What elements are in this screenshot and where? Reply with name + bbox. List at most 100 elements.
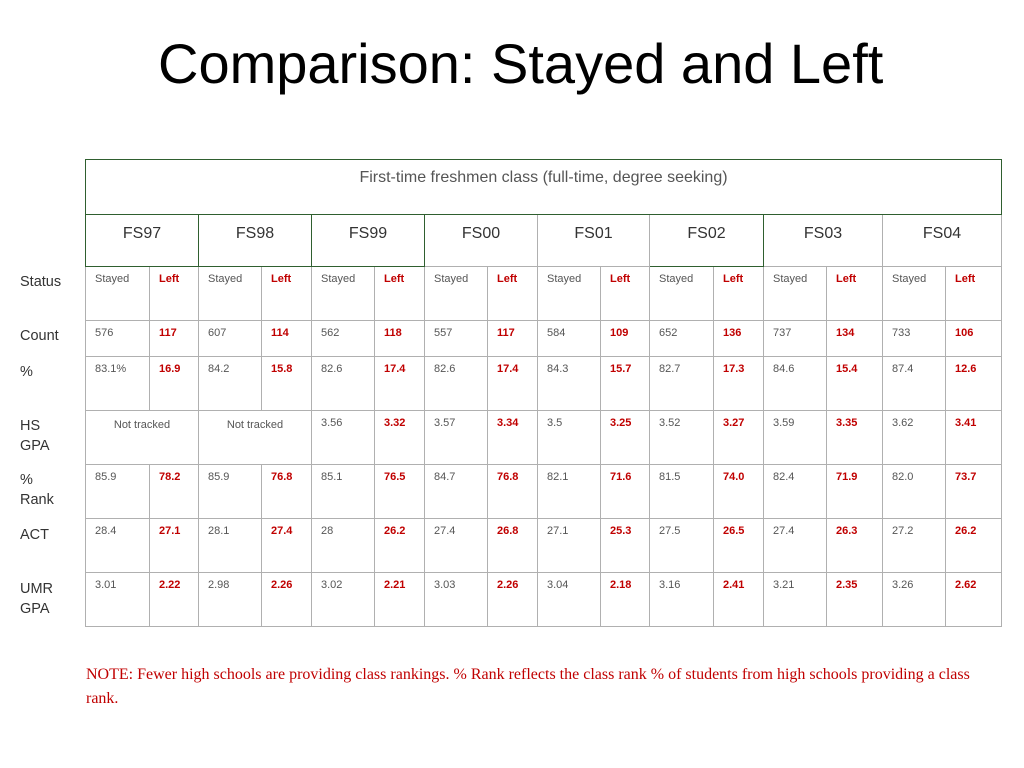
hs-gpa-left-value: 3.41 xyxy=(945,410,1002,465)
pct-rank-left-value: 74.0 xyxy=(713,464,764,519)
pct-rank-left-value: 76.5 xyxy=(374,464,425,519)
year-header-fs04: FS04 xyxy=(882,214,1002,267)
hs-gpa-row: Not tracked Not tracked 3.56 3.32 3.57 3… xyxy=(85,410,1002,465)
act-stayed-value: 27.1 xyxy=(537,518,601,573)
pct-left-value: 15.4 xyxy=(826,356,883,411)
status-left-label: Left xyxy=(149,266,199,321)
umr-gpa-stayed-value: 2.98 xyxy=(198,572,262,627)
row-label-umr-gpa: UMR GPA xyxy=(20,581,54,617)
pct-rank-left-value: 78.2 xyxy=(149,464,199,519)
pct-rank-left-value: 71.6 xyxy=(600,464,650,519)
year-header-fs03: FS03 xyxy=(763,214,883,267)
year-header-fs97: FS97 xyxy=(85,214,199,267)
act-row: 28.4 27.1 28.1 27.4 28 26.2 27.4 26.8 27.1 25.3 27… xyxy=(85,518,1002,573)
pct-stayed-value: 82.7 xyxy=(649,356,714,411)
year-header-fs02: FS02 xyxy=(649,214,764,267)
pct-rank-left-value: 76.8 xyxy=(261,464,312,519)
pct-stayed-value: 84.6 xyxy=(763,356,827,411)
count-left-value: 136 xyxy=(713,320,764,357)
pct-stayed-value: 84.2 xyxy=(198,356,262,411)
hs-gpa-stayed-value: 3.52 xyxy=(649,410,714,465)
pct-left-value: 17.4 xyxy=(487,356,538,411)
hs-gpa-left-value: 3.27 xyxy=(713,410,764,465)
row-label-count: Count xyxy=(20,328,59,344)
percent-rank-row: 85.9 78.2 85.9 76.8 85.1 76.5 84.7 76.8 82.1 71.6… xyxy=(85,464,1002,519)
pct-stayed-value: 84.3 xyxy=(537,356,601,411)
umr-gpa-left-value: 2.21 xyxy=(374,572,425,627)
row-label-status: Status xyxy=(20,274,62,290)
pct-rank-stayed-value: 82.4 xyxy=(763,464,827,519)
count-stayed-value: 733 xyxy=(882,320,946,357)
hs-gpa-stayed-value: 3.5 xyxy=(537,410,601,465)
act-left-value: 26.2 xyxy=(945,518,1002,573)
year-header-row: FS97 FS98 FS99 FS00 FS01 FS02 FS03 FS04 xyxy=(85,214,1002,267)
count-stayed-value: 607 xyxy=(198,320,262,357)
year-header-fs98: FS98 xyxy=(198,214,312,267)
umr-gpa-stayed-value: 3.01 xyxy=(85,572,150,627)
status-stayed-label: Stayed xyxy=(537,266,601,321)
table-banner: First-time freshmen class (full-time, de… xyxy=(85,159,1002,215)
act-left-value: 26.8 xyxy=(487,518,538,573)
act-stayed-value: 27.4 xyxy=(763,518,827,573)
hs-gpa-left-value: 3.34 xyxy=(487,410,538,465)
count-left-value: 118 xyxy=(374,320,425,357)
pct-rank-stayed-value: 82.1 xyxy=(537,464,601,519)
hs-gpa-stayed-value: 3.62 xyxy=(882,410,946,465)
pct-rank-stayed-value: 81.5 xyxy=(649,464,714,519)
pct-left-value: 15.7 xyxy=(600,356,650,411)
count-stayed-value: 584 xyxy=(537,320,601,357)
count-stayed-value: 652 xyxy=(649,320,714,357)
pct-rank-left-value: 76.8 xyxy=(487,464,538,519)
umr-gpa-stayed-value: 3.02 xyxy=(311,572,375,627)
status-stayed-label: Stayed xyxy=(311,266,375,321)
umr-gpa-stayed-value: 3.04 xyxy=(537,572,601,627)
count-stayed-value: 562 xyxy=(311,320,375,357)
row-label-percent: % xyxy=(20,364,33,380)
slide-title: Comparison: Stayed and Left xyxy=(158,32,884,95)
status-left-label: Left xyxy=(261,266,312,321)
hs-gpa-left-value: 3.35 xyxy=(826,410,883,465)
umr-gpa-left-value: 2.62 xyxy=(945,572,1002,627)
status-stayed-label: Stayed xyxy=(198,266,262,321)
status-left-label: Left xyxy=(826,266,883,321)
pct-rank-stayed-value: 85.9 xyxy=(198,464,262,519)
umr-gpa-left-value: 2.22 xyxy=(149,572,199,627)
umr-gpa-stayed-value: 3.16 xyxy=(649,572,714,627)
pct-left-value: 17.3 xyxy=(713,356,764,411)
status-left-label: Left xyxy=(487,266,538,321)
status-left-label: Left xyxy=(600,266,650,321)
pct-stayed-value: 87.4 xyxy=(882,356,946,411)
pct-rank-left-value: 71.9 xyxy=(826,464,883,519)
year-header-fs99: FS99 xyxy=(311,214,425,267)
pct-stayed-value: 83.1% xyxy=(85,356,150,411)
status-left-label: Left xyxy=(374,266,425,321)
status-left-label: Left xyxy=(713,266,764,321)
act-left-value: 25.3 xyxy=(600,518,650,573)
status-stayed-label: Stayed xyxy=(424,266,488,321)
umr-gpa-stayed-value: 3.21 xyxy=(763,572,827,627)
status-stayed-label: Stayed xyxy=(85,266,150,321)
hs-gpa-stayed-value: 3.57 xyxy=(424,410,488,465)
umr-gpa-stayed-value: 3.26 xyxy=(882,572,946,627)
pct-left-value: 15.8 xyxy=(261,356,312,411)
count-stayed-value: 576 xyxy=(85,320,150,357)
status-stayed-label: Stayed xyxy=(763,266,827,321)
umr-gpa-row: 3.01 2.22 2.98 2.26 3.02 2.21 3.03 2.26 3.04 2.18… xyxy=(85,572,1002,627)
umr-gpa-left-value: 2.35 xyxy=(826,572,883,627)
count-row: 576 117 607 114 562 118 557 117 584 109 652 136 737 1… xyxy=(85,320,1002,357)
hs-gpa-stayed-value: 3.56 xyxy=(311,410,375,465)
act-stayed-value: 27.5 xyxy=(649,518,714,573)
pct-stayed-value: 82.6 xyxy=(311,356,375,411)
count-left-value: 106 xyxy=(945,320,1002,357)
comparison-table: First-time freshmen class (full-time, de… xyxy=(85,159,1002,627)
count-stayed-value: 737 xyxy=(763,320,827,357)
pct-left-value: 12.6 xyxy=(945,356,1002,411)
act-stayed-value: 27.4 xyxy=(424,518,488,573)
row-label-act: ACT xyxy=(20,527,49,543)
umr-gpa-left-value: 2.26 xyxy=(487,572,538,627)
pct-rank-stayed-value: 85.1 xyxy=(311,464,375,519)
act-left-value: 27.4 xyxy=(261,518,312,573)
pct-rank-stayed-value: 85.9 xyxy=(85,464,150,519)
count-left-value: 134 xyxy=(826,320,883,357)
pct-left-value: 17.4 xyxy=(374,356,425,411)
